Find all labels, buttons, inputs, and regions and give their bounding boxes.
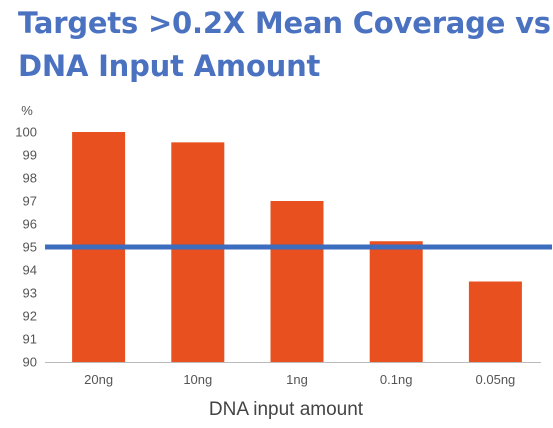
y-tick-label: 98 [23, 171, 37, 186]
y-tick-label: 96 [23, 217, 37, 232]
x-tick-label: 1ng [286, 372, 308, 387]
chart-title-line-2: DNA Input Amount [18, 49, 321, 83]
y-tick-label: 95 [23, 240, 37, 255]
bar-1ng [270, 201, 324, 362]
y-tick-label: 94 [23, 263, 37, 278]
bar-series [72, 132, 522, 362]
chart-title: Targets >0.2X Mean Coverage vs DNA Input… [18, 2, 551, 88]
y-tick-label: 97 [23, 194, 37, 209]
bar-10ng [171, 142, 225, 362]
y-tick-label: 91 [23, 332, 37, 347]
bar-0.1ng [369, 241, 423, 362]
y-tick-label: 90 [23, 355, 37, 370]
x-tick-label: 20ng [84, 372, 113, 387]
x-tick-label: 0.1ng [380, 372, 413, 387]
chart-title-line-1: Targets >0.2X Mean Coverage vs [18, 6, 551, 40]
x-axis-ticks: 20ng 10ng 1ng 0.1ng 0.05ng [84, 372, 515, 387]
y-axis-ticks: 90 91 92 93 94 95 96 97 98 99 100 [15, 125, 37, 370]
y-tick-label: 100 [15, 125, 37, 140]
bar-0.05ng [468, 281, 522, 362]
y-tick-label: 93 [23, 286, 37, 301]
y-tick-label: 99 [23, 148, 37, 163]
y-axis-unit-label: % [21, 103, 33, 118]
x-tick-label: 0.05ng [476, 372, 516, 387]
x-axis-label: DNA input amount [209, 399, 364, 420]
y-tick-label: 92 [23, 309, 37, 324]
x-tick-label: 10ng [183, 372, 212, 387]
